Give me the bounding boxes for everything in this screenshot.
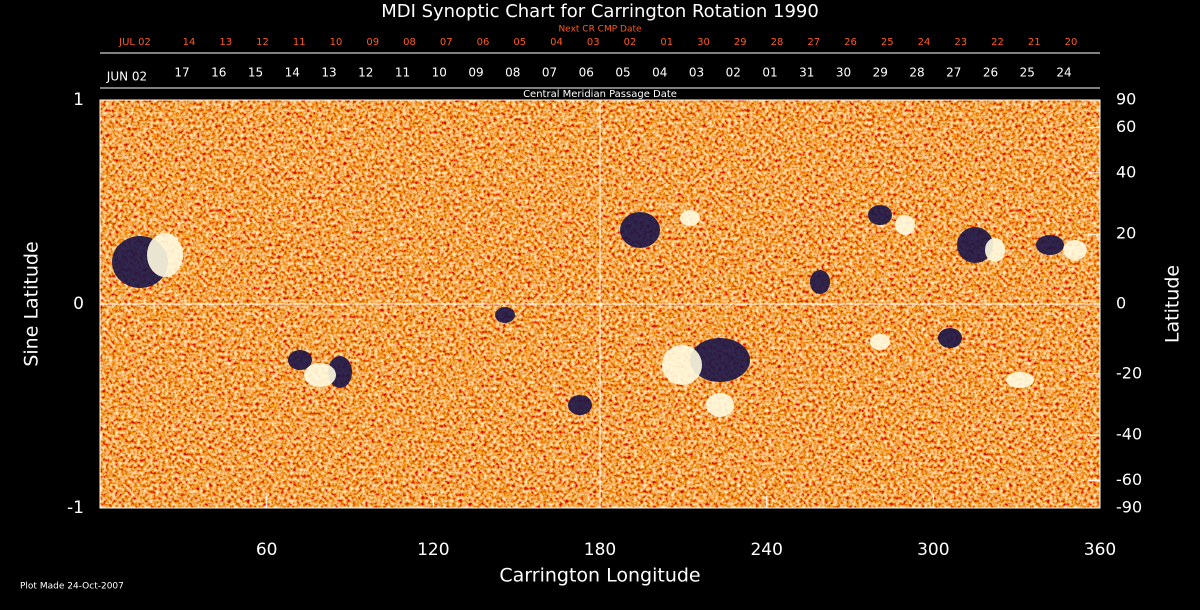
cmp-date: 01 <box>762 66 777 80</box>
top-date: 21 <box>1028 37 1041 48</box>
y2-tick-label: -40 <box>1116 425 1142 444</box>
y2-tick-label: 90 <box>1116 90 1136 109</box>
top-date: 30 <box>697 37 710 48</box>
x-tick-label: 120 <box>417 540 449 560</box>
footnote: Plot Made 24-Oct-2007 <box>20 582 124 592</box>
top-date: 01 <box>660 37 673 48</box>
top-date: 12 <box>256 37 269 48</box>
cmp-date: 10 <box>432 66 447 80</box>
cmp-date: 29 <box>873 66 888 80</box>
top-date: 05 <box>513 37 526 48</box>
x-tick-label: 360 <box>1084 540 1116 560</box>
y2-tick-label: 40 <box>1116 162 1136 181</box>
top-date: 09 <box>366 37 379 48</box>
y2-tick-label: -20 <box>1116 363 1142 382</box>
cmp-date: 12 <box>358 66 373 80</box>
top-date: 06 <box>477 37 490 48</box>
top-date: 22 <box>991 37 1004 48</box>
cmp-date: 16 <box>211 66 226 80</box>
top-axis-label: Next CR CMP Date <box>558 25 642 35</box>
cmp-date: 08 <box>505 66 520 80</box>
top-date: 07 <box>440 37 453 48</box>
top-date: 04 <box>550 37 563 48</box>
y2-tick-label: -60 <box>1116 470 1142 489</box>
cmp-date: 26 <box>983 66 998 80</box>
top-date: 27 <box>807 37 820 48</box>
y2-axis-label: Latitude <box>1162 265 1184 343</box>
top-date: 25 <box>881 37 894 48</box>
cmp-date: 30 <box>836 66 851 80</box>
cmp-date: 07 <box>542 66 557 80</box>
y2-tick-label: 0 <box>1116 294 1126 313</box>
y-tick-label: 1 <box>73 90 84 110</box>
cmp-date: 15 <box>248 66 263 80</box>
cmp-date: JUN 02 <box>106 70 147 84</box>
top-date: 11 <box>293 37 306 48</box>
top-date: 14 <box>183 37 196 48</box>
chart-title: MDI Synoptic Chart for Carrington Rotati… <box>381 1 819 22</box>
cmp-date: 25 <box>1020 66 1035 80</box>
y2-tick-label: 60 <box>1116 117 1136 136</box>
y-tick-label: 0 <box>73 294 84 314</box>
top-date: 20 <box>1065 37 1078 48</box>
cmp-date: 11 <box>395 66 410 80</box>
top-date: 13 <box>219 37 232 48</box>
y-tick-label: -1 <box>67 498 84 518</box>
top-date: 02 <box>624 37 637 48</box>
x-tick-label: 300 <box>917 540 949 560</box>
x-axis-label: Carrington Longitude <box>499 565 700 587</box>
top-date: 28 <box>771 37 784 48</box>
cmp-date: 17 <box>174 66 189 80</box>
cmp-date: 27 <box>946 66 961 80</box>
cmp-date: 28 <box>909 66 924 80</box>
top-date: 08 <box>403 37 416 48</box>
top-date: 03 <box>587 37 600 48</box>
cmp-date: 04 <box>652 66 667 80</box>
cmp-date: 02 <box>726 66 741 80</box>
top-date: 10 <box>330 37 343 48</box>
y2-tick-label: -90 <box>1116 498 1142 517</box>
x-tick-label: 180 <box>584 540 616 560</box>
cmp-date: 31 <box>799 66 814 80</box>
cmp-date: 06 <box>579 66 594 80</box>
top-date: 23 <box>954 37 967 48</box>
top-date: 29 <box>734 37 747 48</box>
top-date: 26 <box>844 37 857 48</box>
cmp-date: 14 <box>285 66 300 80</box>
cmp-date: 13 <box>321 66 336 80</box>
cmp-date: 09 <box>468 66 483 80</box>
y-axis-label: Sine Latitude <box>21 241 43 366</box>
top-date: JUL 02 <box>118 37 151 48</box>
top-date: 24 <box>918 37 931 48</box>
x-tick-label: 240 <box>750 540 782 560</box>
x-tick-label: 60 <box>256 540 278 560</box>
cmp-date: 03 <box>689 66 704 80</box>
cmp-date: 24 <box>1056 66 1071 80</box>
cmp-date: 05 <box>615 66 630 80</box>
cmp-axis-label: Central Meridian Passage Date <box>523 89 677 100</box>
y2-tick-label: 20 <box>1116 224 1136 243</box>
